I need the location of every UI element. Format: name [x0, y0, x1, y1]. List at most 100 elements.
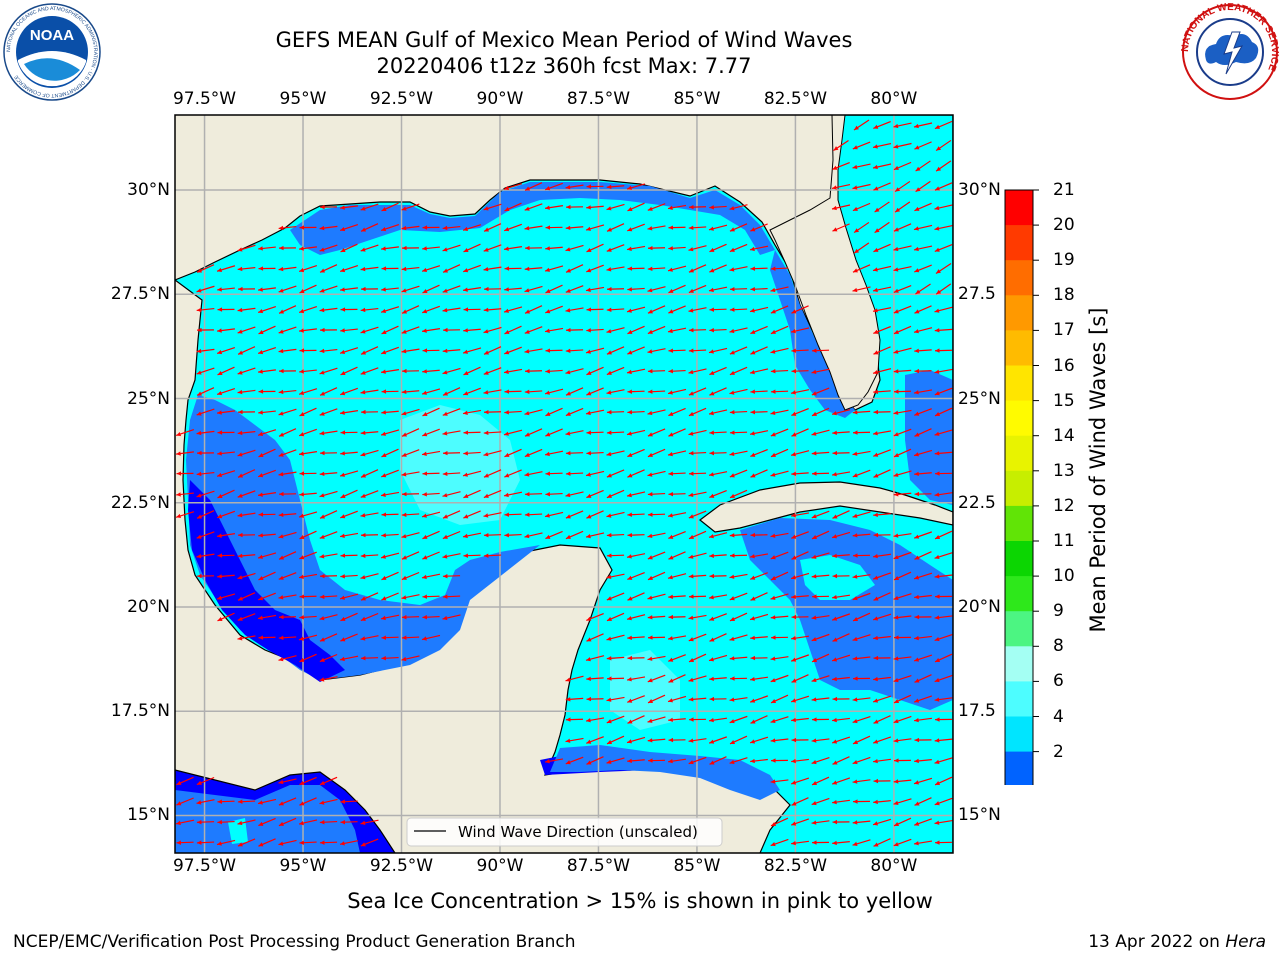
lon-tick-top: 97.5°W: [172, 89, 237, 109]
wave-direction-arrow: [812, 717, 829, 722]
wave-direction-arrow: [914, 264, 932, 273]
wave-direction-arrow: [504, 410, 522, 415]
wave-direction-arrow: [627, 695, 645, 703]
wave-direction-arrow: [934, 653, 953, 663]
wave-direction-arrow: [483, 489, 502, 499]
wave-direction-arrow: [915, 283, 931, 295]
noaa-logo: NOAA NATIONAL OCEANIC AND ATMOSPHERIC AD…: [2, 2, 102, 102]
wave-direction-arrow: [913, 695, 933, 703]
wave-direction-arrow: [873, 676, 891, 682]
wave-direction-arrow: [360, 203, 379, 211]
wave-direction-arrow: [893, 571, 912, 581]
footer-date-text: 13 Apr 2022 on: [1088, 932, 1220, 952]
wave-direction-arrow: [381, 592, 399, 601]
wave-direction-arrow: [565, 471, 584, 476]
wave-direction-arrow: [770, 409, 789, 416]
wave-direction-arrow: [278, 512, 297, 518]
wave-direction-arrow: [791, 594, 809, 600]
wave-direction-arrow: [606, 489, 625, 499]
wave-direction-arrow: [319, 285, 338, 293]
wave-direction-arrow: [893, 285, 912, 293]
colorbar-segment: [1005, 470, 1033, 507]
wave-direction-arrow: [668, 369, 686, 374]
wave-direction-arrow: [913, 224, 933, 231]
wave-direction-arrow: [360, 307, 379, 313]
wave-direction-arrow: [299, 348, 317, 353]
wave-direction-arrow: [934, 204, 953, 211]
wave-direction-arrow: [790, 327, 810, 334]
wave-direction-arrow: [217, 553, 235, 558]
wave-direction-arrow: [524, 225, 543, 231]
wave-direction-arrow: [504, 389, 522, 394]
lat-tick-left: 22.5°N: [110, 492, 170, 513]
wave-direction-arrow: [442, 348, 461, 354]
lat-tick-right: 17.5: [958, 701, 996, 722]
wave-direction-arrow: [668, 225, 686, 230]
wave-direction-arrow: [443, 327, 460, 333]
wave-direction-arrow: [585, 532, 605, 539]
wave-direction-arrow: [627, 410, 645, 415]
lat-tick-left: 20°N: [127, 597, 170, 617]
wave-direction-arrow: [668, 551, 686, 560]
wave-direction-arrow: [401, 326, 420, 334]
wave-direction-arrow: [258, 571, 276, 581]
wave-direction-arrow: [852, 612, 871, 622]
wave-direction-arrow: [483, 469, 502, 478]
wave-direction-arrow: [401, 532, 420, 539]
wave-direction-arrow: [216, 470, 236, 478]
wave-direction-arrow: [668, 471, 686, 476]
wave-direction-arrow: [729, 469, 748, 478]
wave-direction-arrow: [812, 594, 829, 599]
wave-direction-arrow: [853, 676, 870, 681]
wave-direction-arrow: [853, 221, 870, 234]
wave-direction-arrow: [197, 573, 214, 579]
wave-direction-arrow: [647, 305, 666, 314]
wave-direction-arrow: [565, 756, 584, 765]
wave-direction-arrow: [442, 491, 461, 498]
wave-direction-arrow: [257, 492, 277, 497]
wave-direction-arrow: [831, 736, 851, 744]
wave-direction-arrow: [750, 223, 768, 232]
wave-direction-arrow: [647, 635, 666, 640]
wave-direction-arrow: [565, 225, 584, 231]
wave-direction-arrow: [688, 264, 707, 273]
wave-direction-arrow: [237, 389, 256, 395]
cuba-land: [699, 481, 953, 533]
wave-direction-arrow: [298, 305, 318, 314]
wave-direction-arrow: [770, 347, 789, 354]
wave-direction-arrow: [729, 697, 748, 702]
wave-direction-arrow: [914, 737, 932, 743]
wave-direction-arrow: [914, 368, 932, 374]
wave-direction-arrow: [873, 389, 891, 394]
wave-direction-arrow: [647, 674, 666, 683]
wave-direction-arrow: [586, 430, 604, 435]
wave-direction-arrow: [483, 223, 502, 232]
wave-direction-arrow: [688, 614, 707, 620]
wave-direction-arrow: [545, 530, 563, 540]
wave-direction-arrow: [647, 571, 666, 581]
wave-direction-arrow: [319, 676, 338, 682]
wave-direction-arrow: [832, 450, 850, 456]
wave-direction-arrow: [217, 612, 235, 622]
wave-direction-arrow: [237, 326, 256, 334]
wave-direction-arrow: [278, 572, 297, 580]
wave-direction-arrow: [914, 758, 932, 764]
wave-direction-arrow: [893, 738, 912, 743]
wave-direction-arrow: [893, 369, 912, 374]
lon-tick-top: 80°W: [870, 89, 918, 109]
wave-direction-arrow: [586, 328, 604, 333]
map-title: GEFS MEAN Gulf of Mexico Mean Period of …: [275, 28, 853, 52]
wave-direction-arrow: [360, 612, 379, 622]
wave-direction-arrow: [934, 387, 953, 396]
wave-direction-arrow: [647, 593, 666, 600]
wave-direction-arrow: [790, 512, 810, 518]
wave-direction-arrow: [647, 245, 666, 251]
wave-direction-arrow: [360, 266, 379, 272]
wave-direction-arrow: [422, 551, 440, 560]
wave-direction-arrow: [606, 409, 625, 415]
wave-direction-arrow: [893, 492, 912, 497]
wave-direction-arrow: [545, 369, 563, 374]
lat-tick-left: 27.5°N: [110, 284, 170, 305]
wave-direction-arrow: [340, 451, 358, 456]
wave-direction-arrow: [852, 779, 871, 784]
